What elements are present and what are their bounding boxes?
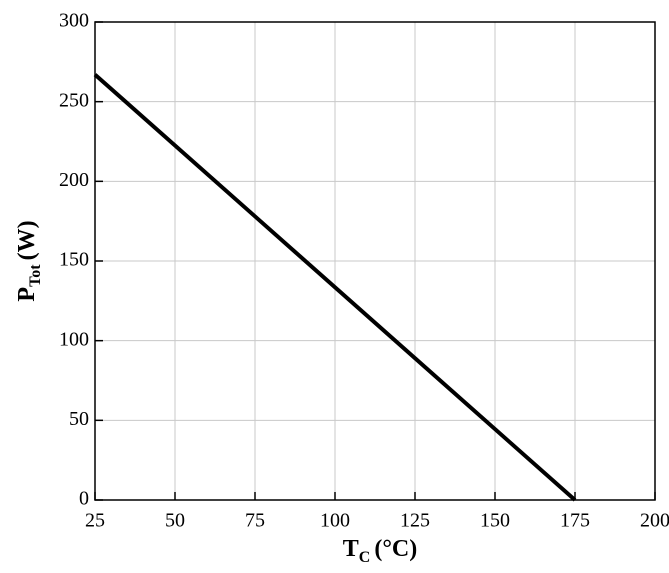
x-label-unit: (°C) <box>374 536 417 562</box>
plot-frame <box>94 21 656 501</box>
x-tick-label: 25 <box>85 510 105 532</box>
y-tick-label: 0 <box>79 488 89 510</box>
y-tick-label: 300 <box>59 10 89 32</box>
y-tick-label: 200 <box>59 169 89 191</box>
x-tick-label: 50 <box>165 510 185 532</box>
x-label: T <box>343 536 359 562</box>
x-axis-title: TC (°C) <box>343 536 418 567</box>
x-tick-label: 75 <box>245 510 265 532</box>
x-tick-label: 175 <box>560 510 590 532</box>
x-tick-label: 150 <box>480 510 510 532</box>
x-label-sub: C <box>359 549 371 566</box>
y-tick-label: 150 <box>59 249 89 271</box>
x-tick-label: 125 <box>400 510 430 532</box>
y-axis-title: PTot (W) <box>14 220 45 301</box>
y-tick-label: 100 <box>59 328 89 350</box>
y-tick-label: 250 <box>59 89 89 111</box>
y-label: P <box>14 287 40 302</box>
x-tick-label: 100 <box>320 510 350 532</box>
y-tick-label: 50 <box>69 408 89 430</box>
y-label-unit: (W) <box>14 220 40 260</box>
data-line <box>93 73 577 502</box>
y-label-sub: Tot <box>27 264 44 287</box>
x-tick-label: 200 <box>640 510 669 532</box>
